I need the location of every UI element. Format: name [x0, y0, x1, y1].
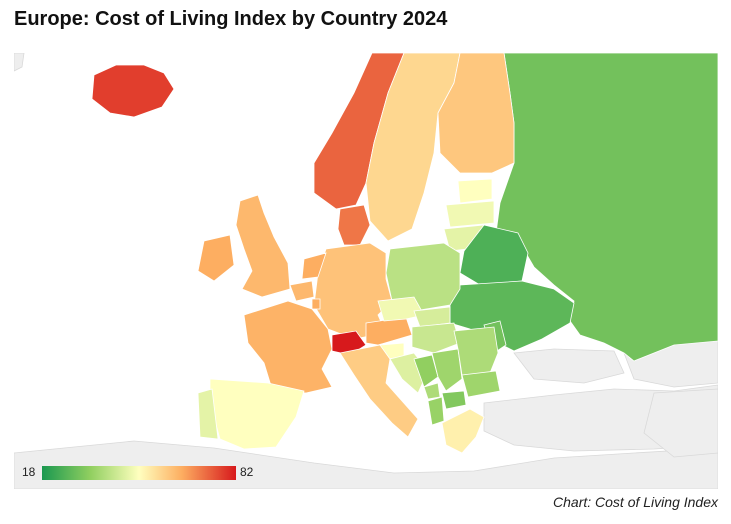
- country-greece[interactable]: [441, 408, 485, 454]
- country-north-macedonia[interactable]: [441, 390, 467, 410]
- legend-color-bar: [42, 466, 236, 480]
- country-czechia[interactable]: [377, 296, 425, 322]
- country-belgium[interactable]: [289, 280, 315, 302]
- europe-map: [14, 53, 718, 489]
- country-hungary[interactable]: [411, 322, 461, 354]
- country-montenegro[interactable]: [423, 382, 441, 400]
- country-france[interactable]: [243, 300, 333, 394]
- country-latvia[interactable]: [445, 200, 495, 228]
- country-italy[interactable]: [339, 344, 419, 438]
- chart-source: Chart: Cost of Living Index: [553, 494, 718, 510]
- country-finland[interactable]: [437, 53, 515, 174]
- country-spain[interactable]: [209, 378, 305, 450]
- country-albania[interactable]: [427, 396, 445, 426]
- country-iceland[interactable]: [91, 64, 175, 118]
- country-ireland[interactable]: [197, 234, 235, 282]
- chart-title: Europe: Cost of Living Index by Country …: [14, 8, 448, 30]
- region-mideast: [643, 388, 718, 458]
- region-black-sea-shore: [513, 348, 625, 384]
- legend-min-label: 18: [22, 465, 36, 479]
- country-netherlands[interactable]: [301, 252, 327, 280]
- map-area: [14, 53, 718, 489]
- country-poland[interactable]: [385, 242, 461, 312]
- country-romania[interactable]: [453, 326, 499, 376]
- region-greenland-edge: [14, 53, 25, 72]
- country-denmark[interactable]: [337, 204, 371, 246]
- legend-max-label: 82: [240, 465, 254, 479]
- color-legend: 18 82: [22, 463, 262, 481]
- country-estonia[interactable]: [457, 178, 493, 204]
- country-united-kingdom[interactable]: [235, 194, 291, 298]
- country-bulgaria[interactable]: [461, 370, 501, 398]
- country-portugal[interactable]: [197, 388, 219, 440]
- country-serbia[interactable]: [431, 348, 463, 392]
- country-luxembourg[interactable]: [311, 298, 321, 310]
